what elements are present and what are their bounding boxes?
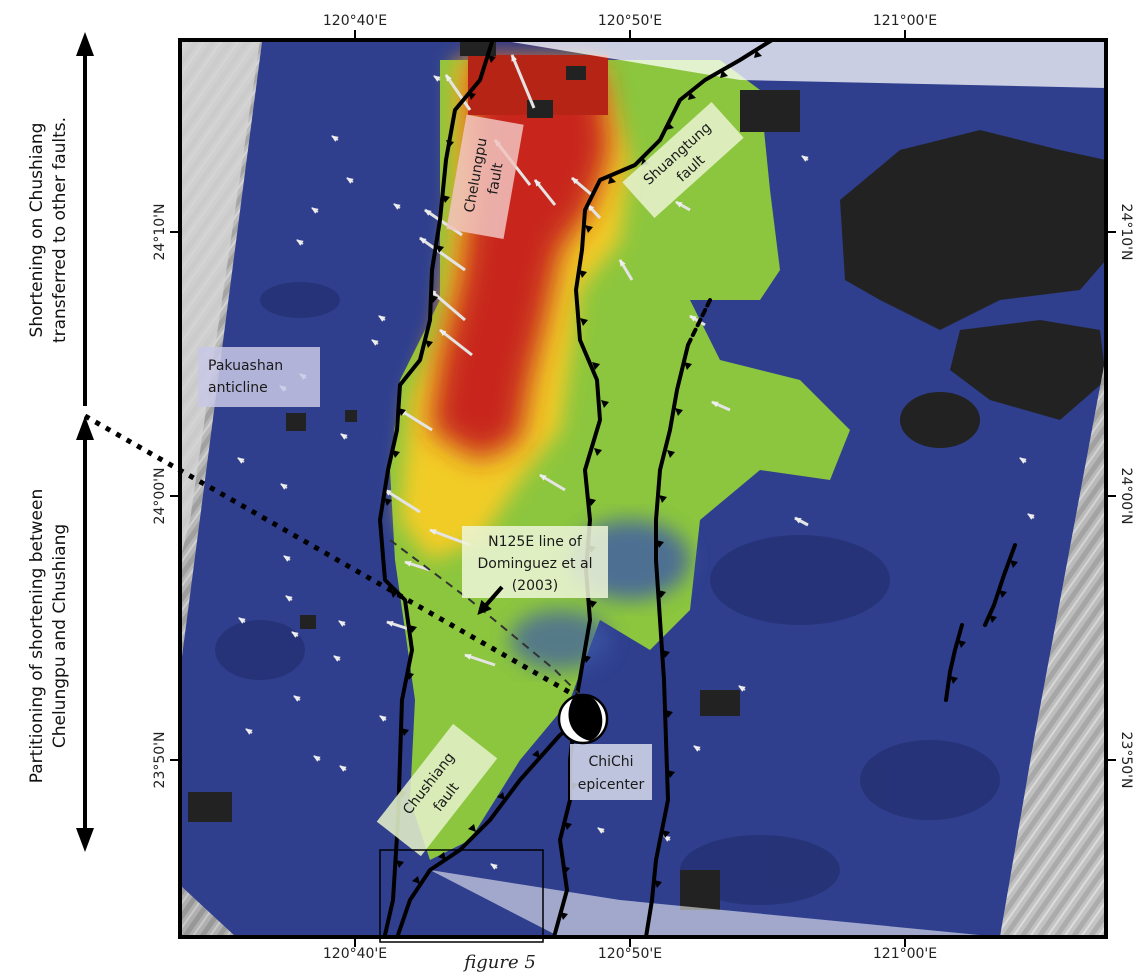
longitude-labels-bottom: 120°40'E 120°50'E 121°00'E bbox=[323, 946, 937, 962]
chelungpu-fault bbox=[378, 40, 494, 937]
lat-tick-right-3: 23°50'N bbox=[1118, 732, 1133, 789]
top-arrowhead-up bbox=[76, 32, 94, 56]
lon-tick-top-2: 120°50'E bbox=[598, 13, 662, 29]
figure-5-label: figure 5 bbox=[462, 952, 536, 973]
insar-deformation-field bbox=[180, 40, 1106, 937]
coastal-plain bbox=[180, 40, 260, 560]
latitude-labels-right: 24°10'N 24°00'N 23°50'N bbox=[1118, 204, 1133, 789]
latitude-labels-left: 24°10'N 24°00'N 23°50'N bbox=[152, 204, 168, 789]
swath-edge-top bbox=[500, 40, 1106, 88]
lat-tick-left-2: 24°00'N bbox=[152, 468, 168, 525]
n125e-label-line2: Dominguez et al bbox=[478, 556, 593, 572]
figure-5-inset-box bbox=[379, 849, 544, 943]
lat-tick-left-1: 24°10'N bbox=[152, 204, 168, 261]
shuangtung-fault-label: Shuangtung fault bbox=[622, 102, 744, 218]
eastern-fault-extension bbox=[686, 294, 714, 347]
frame-ticks bbox=[170, 30, 1116, 947]
pakuashan-anticline-label: Pakuashan anticline bbox=[198, 347, 320, 407]
swath-edge-bottom bbox=[430, 870, 1000, 937]
chushiang-fault-label: Chushiang fault bbox=[376, 723, 498, 857]
pakuashan-label-line2: anticline bbox=[208, 380, 268, 396]
lat-tick-right-2: 24°00'N bbox=[1118, 468, 1133, 525]
profile-dashed-line bbox=[389, 539, 586, 701]
focal-mechanism-beachball-icon bbox=[557, 693, 609, 745]
lon-tick-bottom-3: 121°00'E bbox=[873, 946, 937, 962]
top-annotation-line1: Shortening on Chushiang bbox=[27, 123, 47, 338]
lat-tick-right-1: 24°10'N bbox=[1118, 204, 1133, 261]
chichi-epicenter-label: ChiChi epicenter bbox=[570, 744, 652, 800]
map-area bbox=[180, 40, 1106, 937]
displacement-arrows bbox=[384, 54, 809, 667]
top-annotation-line2: transferred to other faults. bbox=[50, 117, 70, 343]
n125e-label-line3: (2003) bbox=[512, 578, 559, 594]
lon-tick-bottom-1: 120°40'E bbox=[323, 946, 387, 962]
bottom-annotation-line2: Chelungpu and Chushiang bbox=[50, 524, 70, 748]
bottom-arrowhead-down bbox=[76, 828, 94, 852]
chelungpu-label-line2: fault bbox=[485, 161, 506, 196]
lat-tick-left-3: 23°50'N bbox=[152, 732, 168, 789]
lon-tick-top-1: 120°40'E bbox=[323, 13, 387, 29]
longitude-labels-top: 120°40'E 120°50'E 121°00'E bbox=[323, 13, 937, 29]
chelungpu-fault-label: Chelungpu fault bbox=[446, 114, 524, 239]
far-east-fault-1 bbox=[944, 623, 964, 702]
chushiang-fault bbox=[396, 713, 587, 937]
lon-tick-top-3: 121°00'E bbox=[873, 13, 937, 29]
bottom-arrowhead-up bbox=[76, 416, 94, 440]
n125e-label-line1: N125E line of bbox=[488, 534, 583, 550]
bottom-annotation-line1: Partitioning of shortening between bbox=[27, 489, 47, 783]
eastern-fault bbox=[644, 343, 690, 939]
n125e-line-label: N125E line of Dominguez et al (2003) bbox=[462, 526, 608, 598]
side-annotation-top: Shortening on Chushiang transferred to o… bbox=[27, 32, 94, 406]
n125e-pointer-arrow bbox=[477, 585, 504, 616]
chichi-label-line2: epicenter bbox=[578, 777, 645, 793]
lon-tick-bottom-2: 120°50'E bbox=[598, 946, 662, 962]
side-annotation-bottom: Partitioning of shortening between Chelu… bbox=[27, 416, 94, 852]
chichi-label-line1: ChiChi bbox=[588, 754, 633, 770]
map-frame bbox=[178, 38, 1108, 939]
pakuashan-label-line1: Pakuashan bbox=[208, 358, 283, 374]
